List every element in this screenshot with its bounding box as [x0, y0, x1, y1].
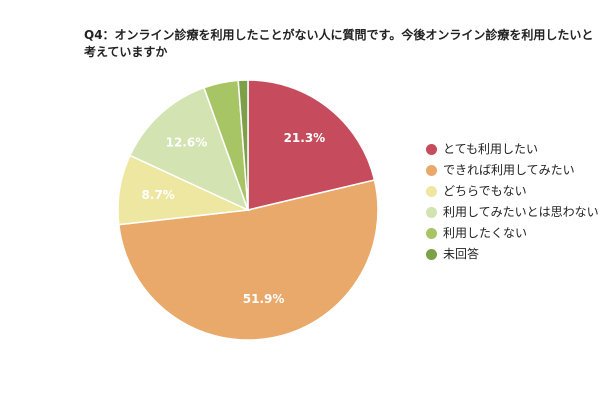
legend-item: 未回答 — [426, 247, 600, 262]
pie-slice-6 — [237, 79, 249, 211]
legend-swatch — [426, 249, 437, 260]
legend-label: 未回答 — [443, 247, 480, 261]
legend-item: どちらでもない — [426, 184, 600, 199]
legend-item: 利用したくない — [426, 226, 600, 241]
pie-slice-1 — [247, 79, 376, 211]
pie-slice-label-2: 51.9% — [243, 292, 285, 306]
legend-label: とても利用したい — [443, 142, 539, 156]
chart-legend: とても利用したいできれば利用してみたい どちらでもない利用してみたいとは思わない利… — [426, 142, 600, 268]
pie-slice-label-4: 12.6% — [166, 135, 208, 149]
legend-label: どちらでもない — [443, 184, 527, 198]
legend-swatch — [426, 207, 437, 218]
legend-item: とても利用したい — [426, 142, 600, 157]
legend-swatch — [426, 186, 437, 197]
legend-swatch — [426, 144, 437, 155]
legend-label: 利用してみたいとは思わない — [443, 205, 599, 219]
chart-title: Q4：オンライン診療を利用したことがない人に質問です。今後オンライン診療を利用し… — [84, 28, 594, 59]
legend-label: できれば利用してみたい — [443, 163, 575, 177]
legend-label: 利用したくない — [443, 226, 528, 240]
legend-item: できれば利用してみたい — [426, 163, 600, 178]
pie-slice-4 — [129, 86, 250, 212]
legend-item: 利用してみたいとは思わない — [426, 205, 600, 220]
pie-slice-label-1: 21.3% — [284, 131, 326, 145]
pie-slice-label-3: 8.7% — [142, 188, 175, 202]
pie-slice-2 — [117, 179, 379, 341]
legend-swatch — [426, 165, 437, 176]
legend-swatch — [426, 228, 437, 239]
